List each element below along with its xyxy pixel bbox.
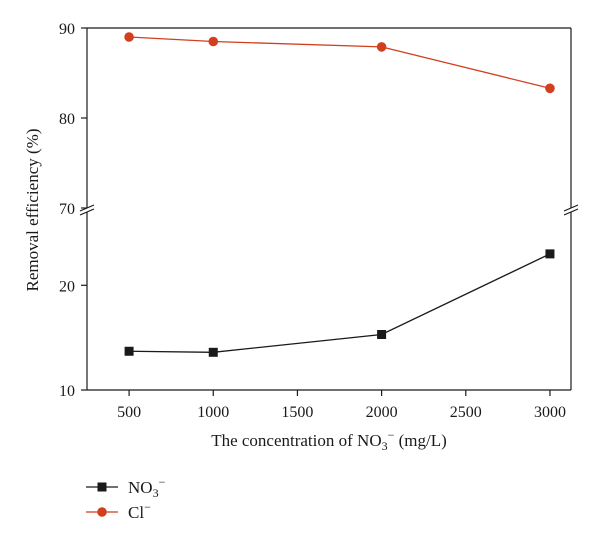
x-tick-label: 3000 [534, 404, 566, 421]
y-tick-label: 10 [59, 383, 75, 400]
break-mark-right-2 [563, 208, 579, 216]
x-axis-label-main: The concentration of NO [211, 431, 381, 450]
series-layer [124, 32, 555, 357]
legend-label-no3: NO3− [128, 475, 166, 500]
legend-entry-no3: NO3− [86, 475, 166, 500]
x-axis-label-sub: 3 [382, 439, 388, 453]
y-tick-label: 80 [59, 111, 75, 128]
data-point-cl [124, 32, 134, 42]
x-axis-label: The concentration of NO3− (mg/L) [211, 428, 447, 453]
axes [79, 27, 579, 391]
x-tick-label: 2000 [366, 404, 398, 421]
ticks: 500 1000 1500 2000 2500 3000 70 80 90 10 20 [59, 21, 566, 421]
data-point-cl [208, 36, 219, 47]
legend: NO3−Cl− [86, 475, 166, 522]
legend-entry-cl: Cl− [86, 500, 151, 522]
series-line-no3 [129, 253, 551, 353]
x-tick-label: 500 [117, 404, 141, 421]
y-axis-label: Removal efficiency (%) [23, 128, 42, 291]
data-point-no3 [545, 249, 555, 259]
legend-label-no3-sup: − [159, 475, 166, 489]
break-mark-right-1 [563, 204, 579, 212]
legend-label-cl-sup: − [144, 500, 151, 514]
legend-label-cl-main: Cl [128, 503, 144, 522]
series-line-cl [129, 36, 551, 89]
x-axis-label-tail: (mg/L) [394, 431, 446, 450]
legend-label-cl: Cl− [128, 500, 151, 522]
data-point-no3 [208, 347, 218, 357]
y-tick-label: 90 [59, 21, 75, 38]
y-tick-label: 20 [59, 278, 75, 295]
data-point-cl [376, 42, 387, 52]
data-point-cl [545, 83, 555, 94]
x-tick-label: 2500 [450, 404, 482, 421]
legend-marker-cl [97, 507, 107, 517]
y-tick-label: 70 [59, 201, 75, 218]
legend-label-no3-sub: 3 [153, 486, 159, 500]
legend-label-no3-main: NO [128, 478, 153, 497]
x-tick-label: 1500 [281, 404, 313, 421]
x-tick-label: 1000 [197, 404, 229, 421]
break-mark-left-2 [79, 208, 95, 216]
x-axis-label-sup: − [388, 428, 395, 442]
data-point-no3 [377, 330, 387, 340]
data-point-no3 [124, 346, 134, 356]
legend-marker-no3 [97, 482, 107, 492]
